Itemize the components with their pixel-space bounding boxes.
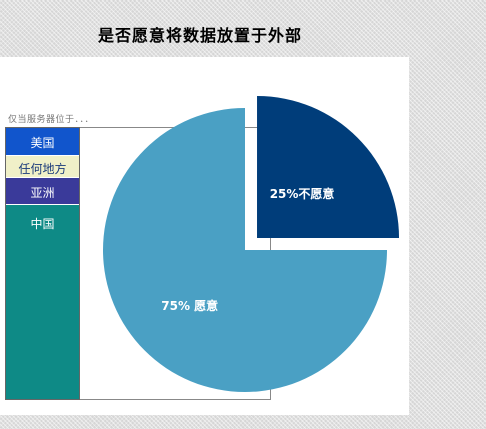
pie-slice-unwilling: [257, 95, 400, 238]
stack-segment: 中国: [6, 204, 79, 399]
chart-title: 是否愿意将数据放置于外部: [97, 26, 302, 45]
chart-panel: 仅当服务器位于．．． 美国任何地方亚洲中国 25%不愿意 75% 愿意: [0, 57, 409, 415]
pie-chart: [103, 95, 400, 392]
pie-slice-label: 25%不愿意: [269, 186, 335, 201]
stack-segment-label: 任何地方: [18, 161, 67, 176]
stack-segment-label: 亚洲: [30, 186, 55, 200]
pie-slice-willing: [103, 108, 387, 392]
chart-subtitle: 仅当服务器位于．．．: [8, 115, 95, 125]
stack-segment: 亚洲: [6, 177, 79, 204]
region-stack-bar: 美国任何地方亚洲中国: [5, 127, 80, 400]
stack-segment-label: 美国: [30, 136, 55, 150]
stack-segment: 美国: [6, 128, 79, 155]
stack-segment-label: 中国: [30, 217, 55, 231]
stack-segment: 任何地方: [6, 155, 79, 177]
pie-slice-label: 75% 愿意: [161, 299, 219, 314]
